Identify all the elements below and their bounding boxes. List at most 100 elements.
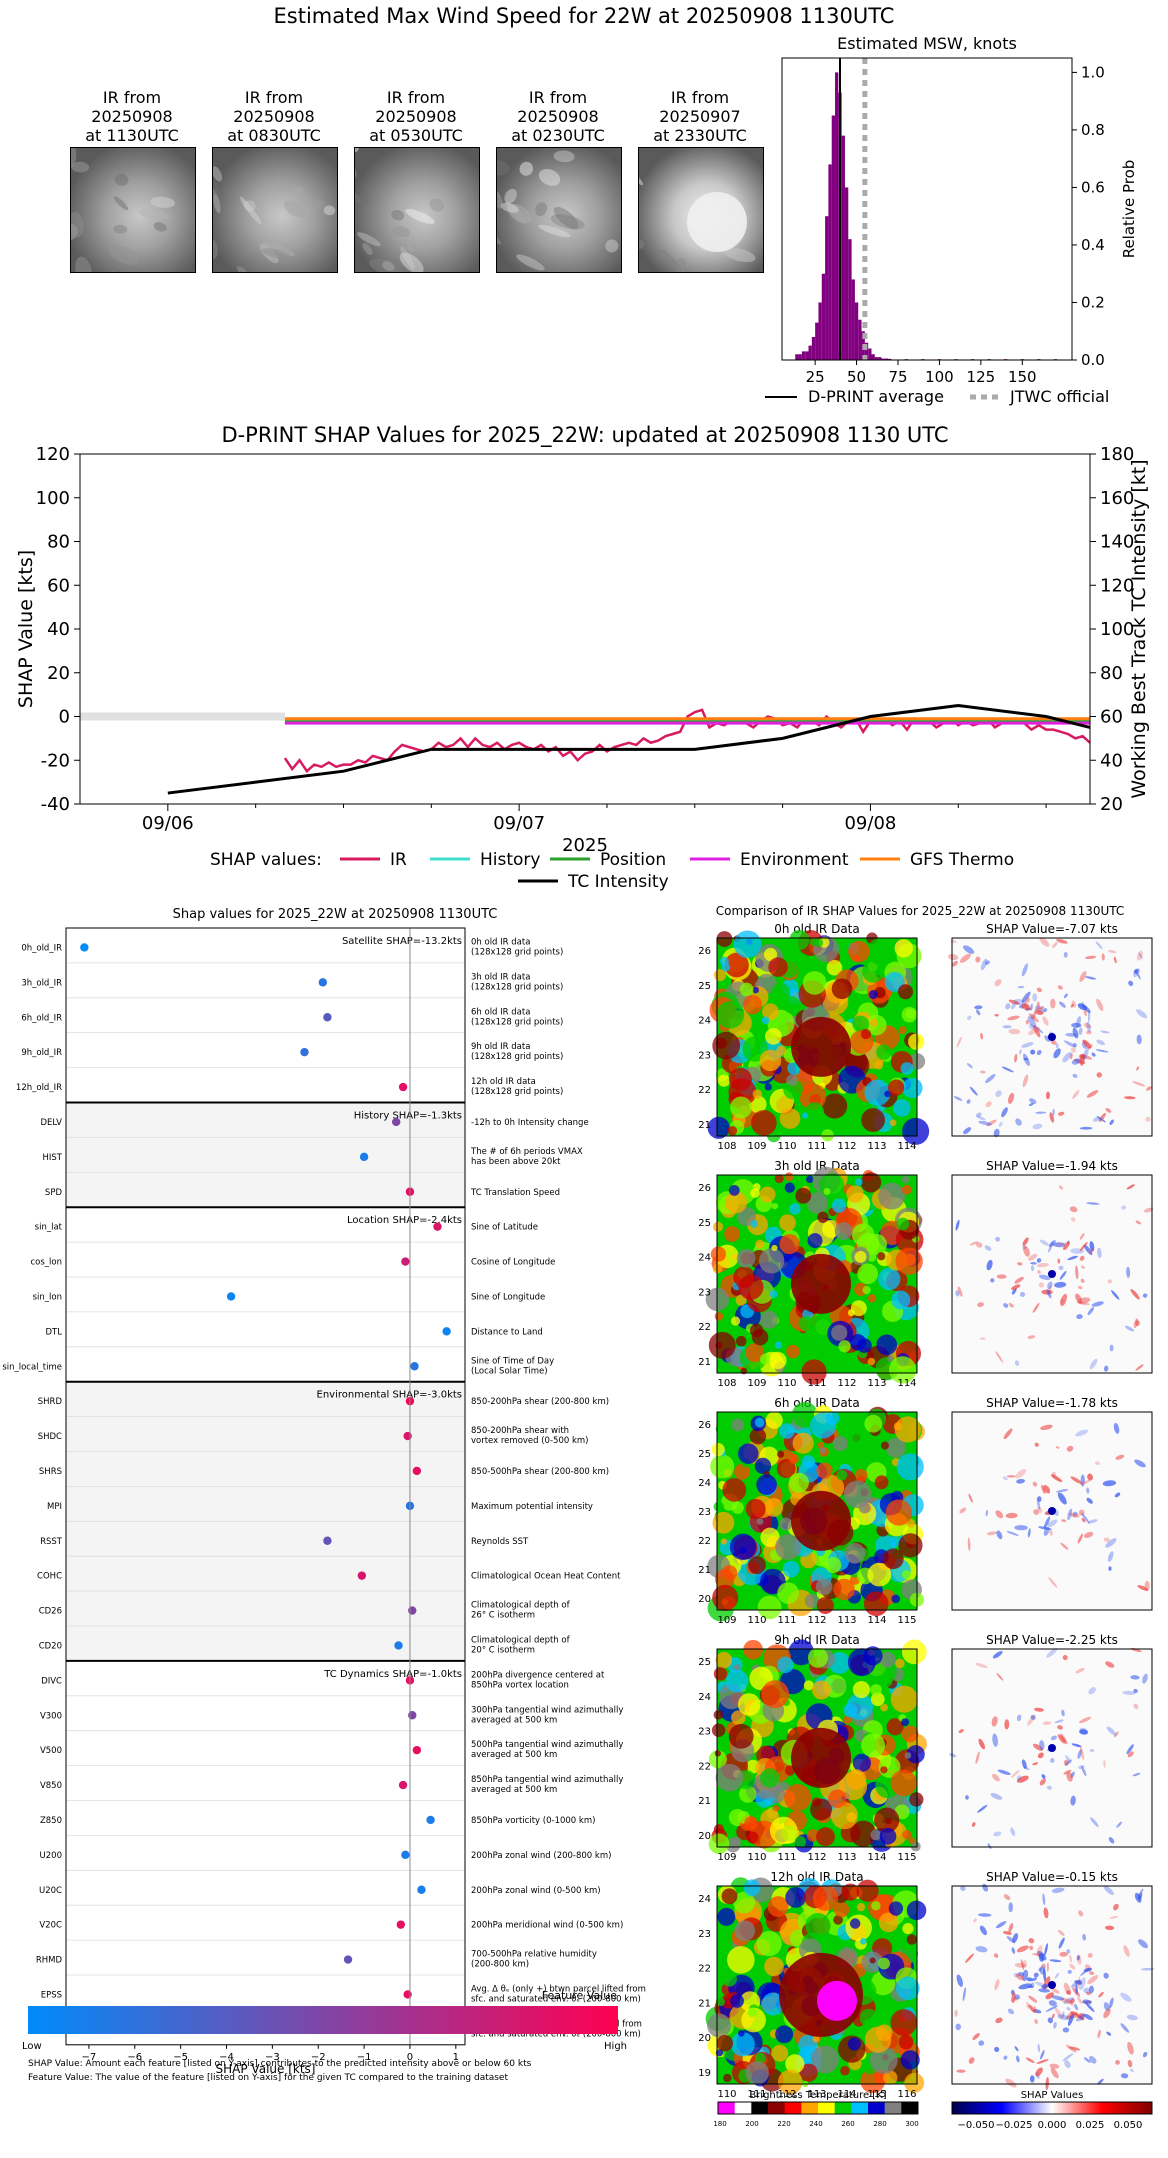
shap-map-texture bbox=[1019, 1049, 1022, 1055]
shap-map-texture bbox=[1064, 1759, 1072, 1766]
ir-map-texture bbox=[833, 1578, 855, 1601]
feature-description: 6h old IR data bbox=[471, 1007, 530, 1017]
ir-map-texture bbox=[894, 1416, 921, 1443]
shap-map-texture bbox=[1005, 1003, 1011, 1010]
ir-map-texture bbox=[730, 1316, 741, 1326]
feature-description: 200hPa divergence centered at bbox=[471, 1670, 605, 1680]
ir-x-tick-label: 109 bbox=[717, 1852, 736, 1863]
ir-map-texture bbox=[761, 1680, 790, 1709]
shap-map-texture bbox=[965, 1795, 969, 1800]
x-tick-label: −7 bbox=[82, 2052, 97, 2063]
legend-label: Environment bbox=[740, 850, 849, 870]
ir-map-texture bbox=[714, 1569, 735, 1589]
feature-description: (128x128 grid points) bbox=[471, 1087, 563, 1097]
ir-map-texture bbox=[888, 1079, 905, 1096]
shap-map-texture bbox=[1046, 1091, 1050, 1100]
ir-map-texture bbox=[744, 1816, 758, 1830]
shap-map-texture bbox=[994, 2046, 1000, 2053]
shap-map-texture bbox=[1055, 1043, 1059, 1049]
shap-map-texture bbox=[951, 960, 958, 967]
shap-map-texture bbox=[968, 1493, 973, 1503]
ir-y-tick-label: 22 bbox=[698, 1322, 711, 1333]
cloud-texture bbox=[497, 190, 503, 209]
ir-x-tick-label: 112 bbox=[777, 2089, 796, 2100]
ir-map-texture bbox=[715, 1651, 733, 1669]
ir-map-texture bbox=[739, 982, 754, 997]
shap-map-texture bbox=[1103, 1537, 1110, 1542]
shap-map-texture bbox=[1103, 1759, 1106, 1768]
ir-thumbnail-image bbox=[212, 147, 338, 273]
histogram-bar bbox=[841, 135, 845, 360]
ir-y-tick-label: 20 bbox=[698, 1594, 711, 1605]
y-tick-label: 0.4 bbox=[1081, 236, 1105, 254]
ir-map-texture bbox=[784, 1182, 795, 1193]
cloud-texture bbox=[535, 202, 548, 217]
shap-map-texture bbox=[1081, 1765, 1087, 1777]
ir-y-tick-label: 24 bbox=[698, 1016, 711, 1027]
shap-map-texture bbox=[1077, 1003, 1087, 1011]
ir-y-tick-label: 25 bbox=[698, 1218, 711, 1229]
shap-map-texture bbox=[1082, 1039, 1092, 1049]
shap-map-texture bbox=[1079, 1233, 1085, 1240]
feature-description: averaged at 500 km bbox=[471, 1715, 557, 1725]
shap-map-texture bbox=[1079, 1729, 1089, 1735]
ir-map-texture bbox=[860, 1028, 872, 1040]
shap-map-texture bbox=[959, 1507, 967, 1514]
shap-map-texture bbox=[1039, 1239, 1049, 1246]
shap-map-texture bbox=[996, 1530, 1003, 1540]
ir-y-tick-label: 22 bbox=[698, 1536, 711, 1547]
x-axis-label: 2025 bbox=[562, 835, 608, 856]
ir-x-tick-label: 115 bbox=[897, 1615, 916, 1626]
shap-map-texture bbox=[1087, 1473, 1093, 1481]
shap-map-texture bbox=[965, 1953, 975, 1963]
feature-description: averaged at 500 km bbox=[471, 1785, 557, 1795]
x-tick-label: −5 bbox=[173, 2052, 188, 2063]
feature-name: sin_lon bbox=[33, 1292, 62, 1302]
cloud-texture bbox=[75, 256, 93, 272]
shap-map-texture bbox=[1023, 1058, 1028, 1061]
shap-map-texture bbox=[1016, 1775, 1022, 1781]
shap-map-texture bbox=[1006, 1531, 1019, 1536]
cloud-texture bbox=[391, 226, 410, 238]
cloud-texture bbox=[605, 239, 619, 253]
shap-map-texture bbox=[1055, 1446, 1060, 1449]
series-line-tc-intensity bbox=[167, 704, 1091, 795]
cloud-texture bbox=[355, 191, 369, 204]
shap-map-texture bbox=[1083, 1531, 1094, 1538]
cloud-texture bbox=[213, 166, 223, 182]
shap-map-texture bbox=[978, 1738, 985, 1750]
ir-map-texture bbox=[716, 2035, 733, 2052]
y2-tick-label: 60 bbox=[1100, 707, 1123, 728]
ir-map-texture bbox=[801, 1455, 816, 1469]
cloud-texture bbox=[538, 224, 571, 238]
ir-map-texture bbox=[876, 1044, 892, 1060]
ir-map-texture bbox=[874, 1060, 884, 1070]
ir-x-tick-label: 115 bbox=[897, 1852, 916, 1863]
ir-map-texture bbox=[878, 1912, 899, 1933]
shap-map-texture bbox=[1015, 1973, 1024, 1981]
ir-map-texture bbox=[828, 1789, 847, 1809]
shap-map-texture bbox=[1103, 2008, 1111, 2019]
shap-map-texture bbox=[1090, 1817, 1099, 1828]
shap-map-texture bbox=[1107, 1551, 1114, 1562]
ir-map-texture bbox=[776, 1459, 796, 1478]
shap-map-texture bbox=[1040, 1424, 1053, 1431]
shap-map-texture bbox=[1069, 1963, 1076, 1970]
ir-comparison-title: Comparison of IR SHAP Values for 2025_22… bbox=[715, 904, 1125, 918]
shap-map-texture bbox=[1039, 937, 1050, 947]
ir-map-texture bbox=[730, 1994, 744, 2008]
feature-description: Reynolds SST bbox=[471, 1537, 529, 1547]
ir-y-tick-label: 24 bbox=[698, 1253, 711, 1264]
shap-map-texture bbox=[949, 1753, 957, 1758]
ir-map-texture bbox=[898, 2034, 914, 2050]
shap-map-texture bbox=[1063, 1040, 1076, 1048]
shap-map-texture bbox=[992, 1733, 998, 1747]
shap-map-texture bbox=[1002, 1476, 1008, 1481]
ir-map-texture bbox=[886, 1718, 904, 1736]
ir-y-tick-label: 22 bbox=[698, 1085, 711, 1096]
shap-map-texture bbox=[979, 1070, 986, 1074]
ir-map-texture bbox=[874, 1475, 889, 1490]
ir-map-frame bbox=[716, 937, 918, 1137]
ir-map-texture bbox=[850, 1820, 877, 1847]
shap-map-texture bbox=[1008, 999, 1020, 1005]
